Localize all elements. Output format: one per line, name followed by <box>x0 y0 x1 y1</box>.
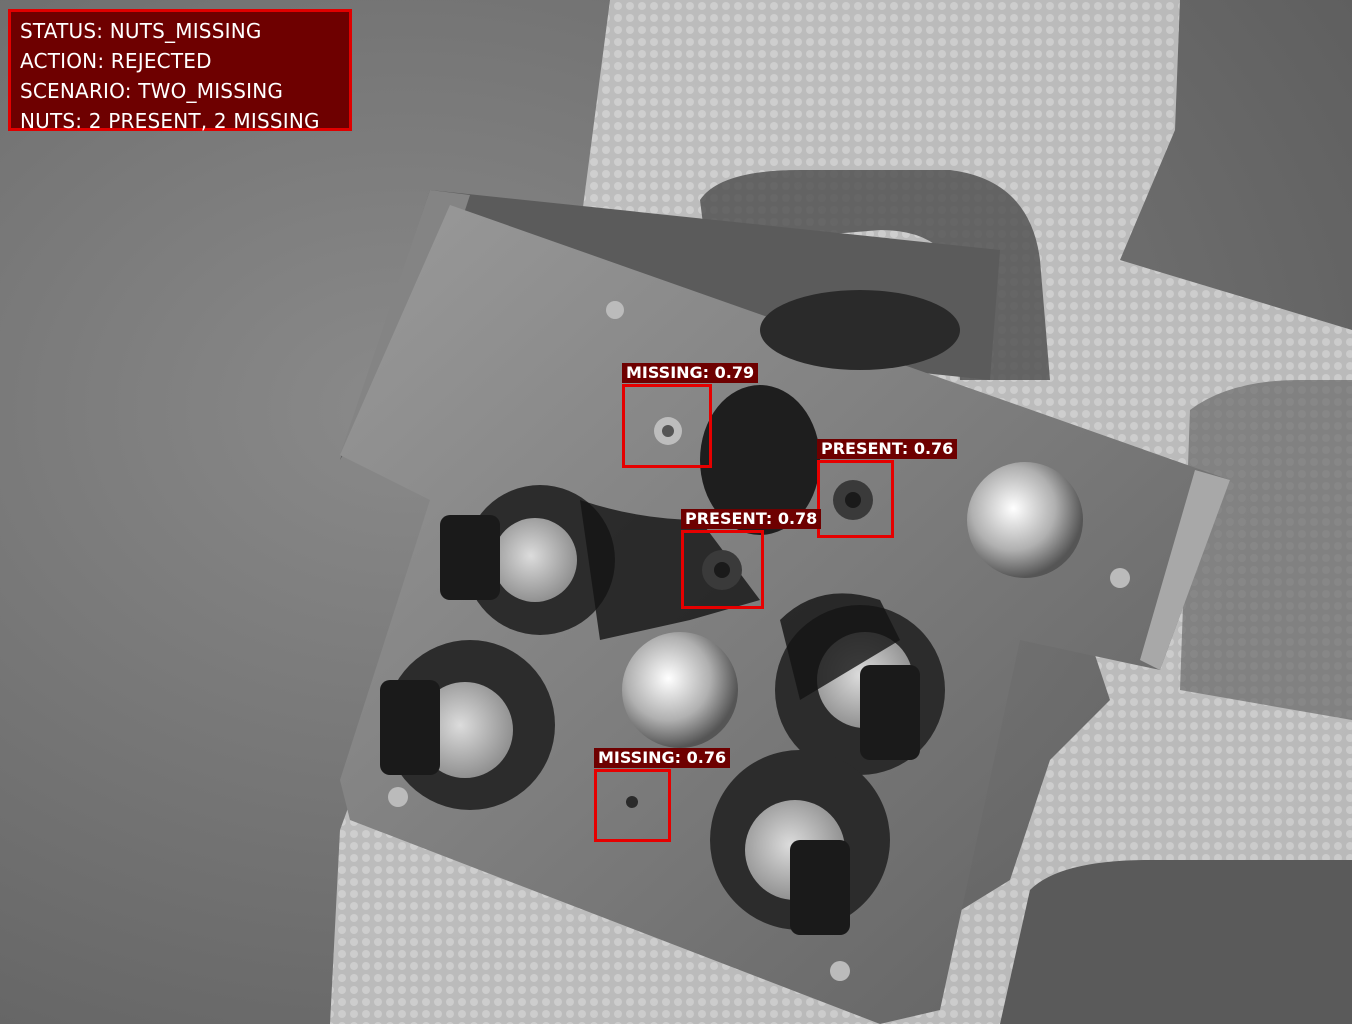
detection-box-missing <box>594 769 671 842</box>
detection-label-present: PRESENT: 0.78 <box>681 509 822 529</box>
action-text: ACTION: REJECTED <box>20 49 212 73</box>
detection-box-present <box>681 530 764 609</box>
detection-box-present <box>817 460 894 538</box>
detection-label-missing: MISSING: 0.79 <box>622 363 759 383</box>
detection-label-present: PRESENT: 0.76 <box>817 439 958 459</box>
detection-label-missing: MISSING: 0.76 <box>594 748 731 768</box>
nuts-count-text: NUTS: 2 PRESENT, 2 MISSING <box>20 109 320 133</box>
status-panel: STATUS: NUTS_MISSING ACTION: REJECTED SC… <box>8 9 352 133</box>
detection-box-missing <box>622 384 712 468</box>
status-text: STATUS: NUTS_MISSING <box>20 19 262 43</box>
scenario-text: SCENARIO: TWO_MISSING <box>20 79 284 103</box>
